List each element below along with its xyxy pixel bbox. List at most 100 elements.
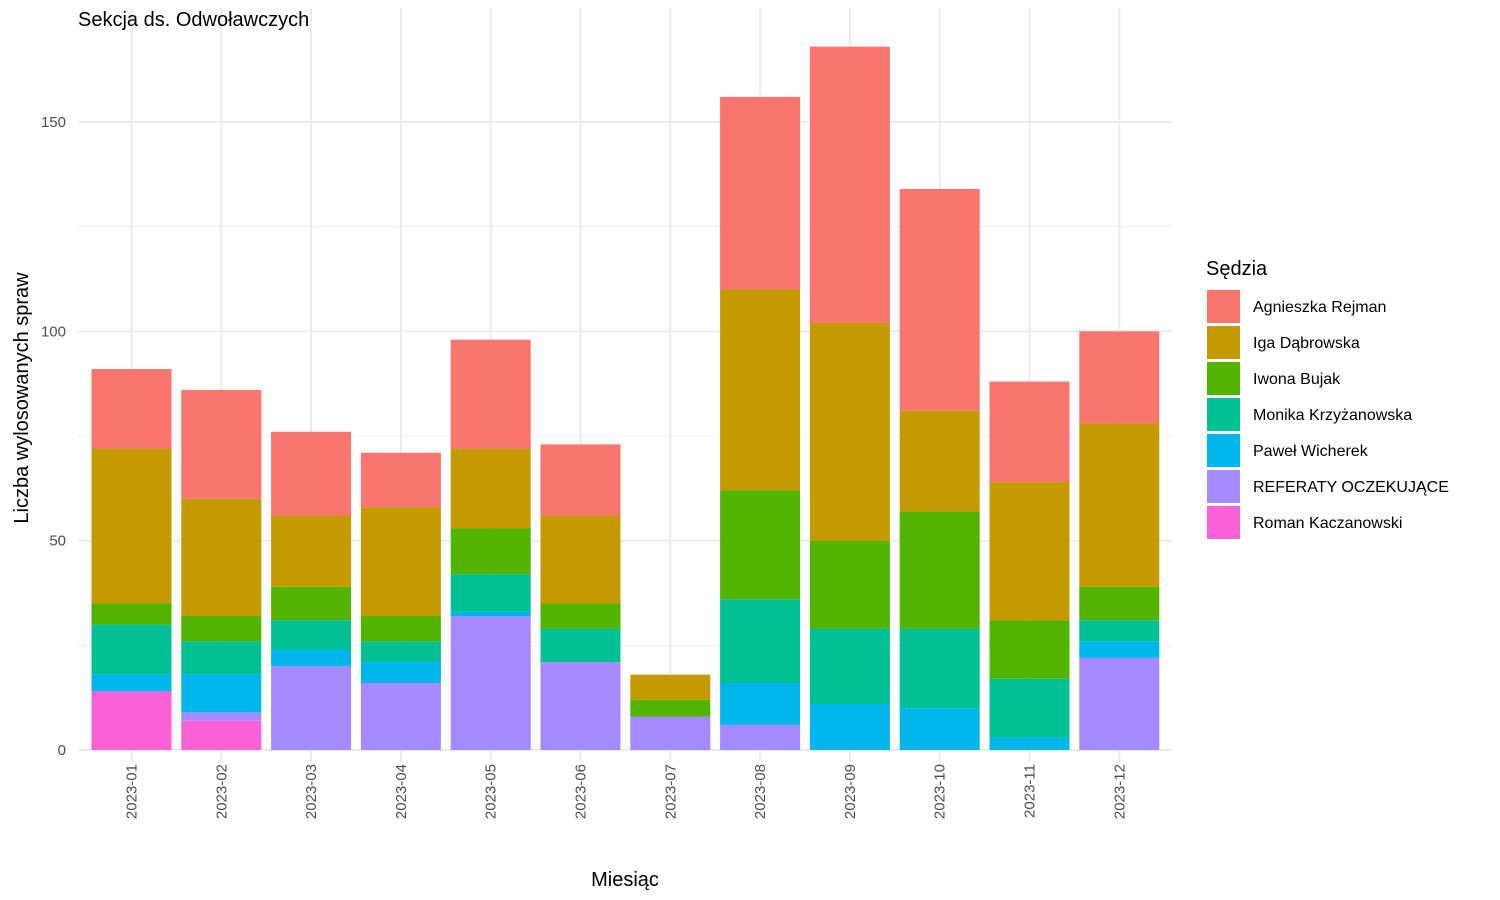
bar-segment [720,490,801,600]
bar-segment [630,716,711,750]
bar-segment [181,674,262,713]
bar-segment [271,620,352,650]
bar-segment [540,444,621,516]
bar-segment [989,678,1070,738]
x-tick-label: 2023-01 [124,764,141,819]
bar-segment [91,369,172,449]
legend-swatch [1207,290,1240,323]
bar-segment [809,322,890,541]
legend-swatch [1207,434,1240,467]
bar-segment [540,662,621,750]
legend-swatch [1207,398,1240,431]
bar-segment [450,528,531,575]
bar-segment [271,649,352,667]
legend-title: Sędzia [1206,258,1268,280]
x-tick-label: 2023-04 [393,764,410,819]
x-tick-label: 2023-12 [1111,764,1128,819]
bar-segment [1079,657,1160,750]
x-tick-label: 2023-07 [662,764,679,819]
bar-segment [630,674,711,700]
bar-segment [1079,641,1160,658]
legend-label: Agnieszka Rejman [1253,299,1386,316]
bar-segment [271,515,352,587]
bar-segment [1079,423,1160,587]
x-tick-label: 2023-11 [1022,764,1039,818]
bar-segment [540,628,621,663]
bar-segment [181,498,262,617]
bar-segment [899,708,980,750]
bar-segment [540,515,621,604]
x-tick-label: 2023-10 [932,764,949,819]
y-axis-title: Liczba wylosowanych spraw [11,272,33,524]
bar-segment [181,712,262,721]
bar-segment [91,691,172,750]
bars [91,46,1160,750]
x-tick-label: 2023-06 [573,764,590,819]
x-tick-label: 2023-08 [752,764,769,819]
bar-segment [989,620,1070,679]
bar-segment [91,603,172,625]
bar-segment [1079,586,1160,621]
legend-swatch [1207,506,1240,539]
legend-label: Paweł Wicherek [1253,443,1369,460]
bar-segment [181,720,262,750]
y-tick-label: 100 [41,323,66,340]
bar-segment [720,96,801,290]
legend-swatch [1207,362,1240,395]
bar-segment [899,188,980,411]
bar-segment [899,511,980,629]
x-tick-label: 2023-02 [213,764,230,819]
bar-segment [450,611,531,617]
chart-title: Sekcja ds. Odwoławczych [78,9,309,31]
bar-segment [360,616,441,642]
bar-segment [899,628,980,709]
bar-segment [809,540,890,629]
bar-segment [1079,620,1160,642]
bar-segment [540,603,621,629]
bar-segment [360,683,441,750]
bar-segment [720,289,801,491]
bar-segment [989,381,1070,483]
legend-label: Iwona Bujak [1253,371,1341,388]
x-tick-label: 2023-09 [842,764,859,819]
bar-segment [630,699,711,717]
y-tick-label: 0 [58,742,66,759]
bar-segment [450,339,531,449]
bar-segment [720,599,801,684]
bar-segment [91,674,172,692]
x-tick-label: 2023-05 [483,764,500,819]
legend-swatch [1207,326,1240,359]
bar-segment [989,482,1070,621]
bar-segment [360,507,441,617]
bar-segment [450,574,531,612]
x-axis-ticks: 2023-01 2023-02 2023-03 2023-04 2023-05 2023-… [124,764,1129,819]
legend-label: Monika Krzyżanowska [1253,407,1412,424]
bar-segment [271,586,352,621]
bar-segment [91,448,172,604]
legend-label: Iga Dąbrowska [1253,335,1360,352]
x-axis-title: Miesiąc [591,869,659,891]
legend-swatch [1207,470,1240,503]
bar-segment [450,448,531,529]
legend-label: Roman Kaczanowski [1253,515,1402,532]
bar-segment [809,703,890,750]
bar-segment [720,724,801,750]
bar-segment [450,616,531,750]
bar-segment [720,683,801,725]
y-tick-label: 150 [41,114,66,131]
bar-segment [91,624,172,675]
y-tick-label: 50 [49,533,66,550]
bar-segment [1079,331,1160,424]
bar-segment [181,641,262,675]
bar-segment [181,389,262,499]
bar-segment [809,46,890,323]
bar-segment [271,431,352,516]
legend-label: REFERATY OCZEKUJĄCE [1253,479,1449,496]
bar-segment [271,666,352,750]
bar-segment [360,641,441,663]
legend: Sędzia Agnieszka Rejman Iga Dąbrowska Iwon… [1206,258,1449,539]
x-tick-label: 2023-03 [303,764,320,819]
bar-segment [899,410,980,512]
bar-segment [181,616,262,642]
